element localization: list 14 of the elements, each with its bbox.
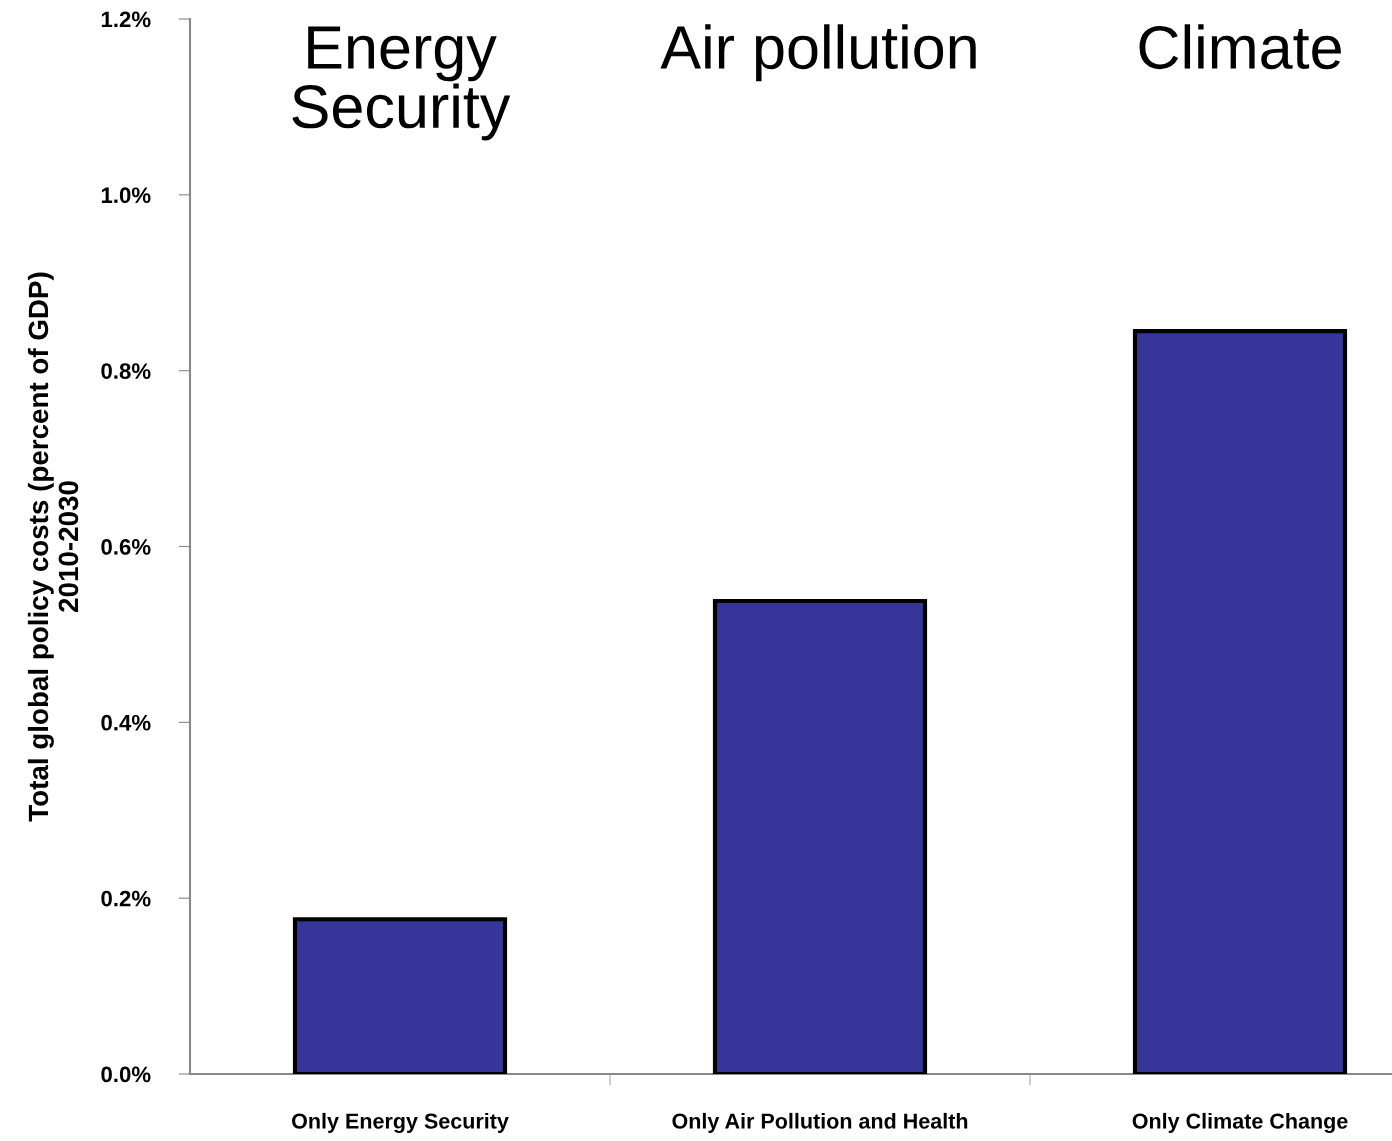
y-tick-label: 0.0% [101,1066,151,1083]
y-tick-label: 0.8% [101,363,151,379]
y-tick-label: 0.4% [101,714,151,731]
y-tick-label: 1.2% [101,11,151,28]
annotation: Energy Security [292,26,511,141]
y-tick-label: 0.6% [101,539,151,555]
annotation: Air pollution [660,24,976,82]
annotation: Climate [1139,24,1341,70]
x-tick-label: Only Climate Change [1132,1112,1348,1134]
y-tick-label: 1.0% [101,187,151,204]
x-tick-label: Only Energy Security [292,1112,509,1134]
y-tick-label: 0.2% [101,890,151,907]
y-axis-title: Total global policy costs (percent of GDP) 2010-2030 [27,272,79,822]
x-tick-label: Only Air Pollution and Health [672,1112,968,1133]
